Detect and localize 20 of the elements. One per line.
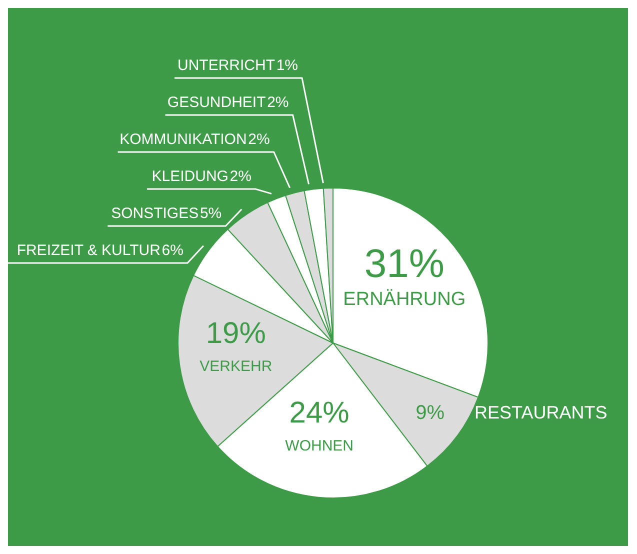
data-label: 2% xyxy=(230,168,252,185)
data-label: 5% xyxy=(200,205,222,222)
slice-label: ERNÄHRUNG xyxy=(343,288,466,310)
slice-label: SONSTIGES xyxy=(111,205,199,222)
slice-label: VERKEHR xyxy=(200,358,272,375)
data-label: 2% xyxy=(267,94,289,111)
slice-label: GESUNDHEIT xyxy=(167,94,266,111)
data-label: 1% xyxy=(276,57,298,74)
data-label: 31% xyxy=(364,242,444,286)
slice-label: FREIZEIT & KULTUR xyxy=(16,242,161,259)
data-label: 6% xyxy=(162,242,184,259)
data-label: 9% xyxy=(416,402,445,424)
data-label: 2% xyxy=(248,131,270,148)
slice-label: WOHNEN xyxy=(285,438,354,455)
slice-label: UNTERRICHT xyxy=(178,57,275,74)
slice-label: KOMMUNIKATION xyxy=(120,131,247,148)
slice-label: RESTAURANTS xyxy=(474,402,608,422)
slice-label: KLEIDUNG xyxy=(152,168,228,185)
data-label: 19% xyxy=(206,316,266,350)
data-label: 24% xyxy=(289,396,350,430)
